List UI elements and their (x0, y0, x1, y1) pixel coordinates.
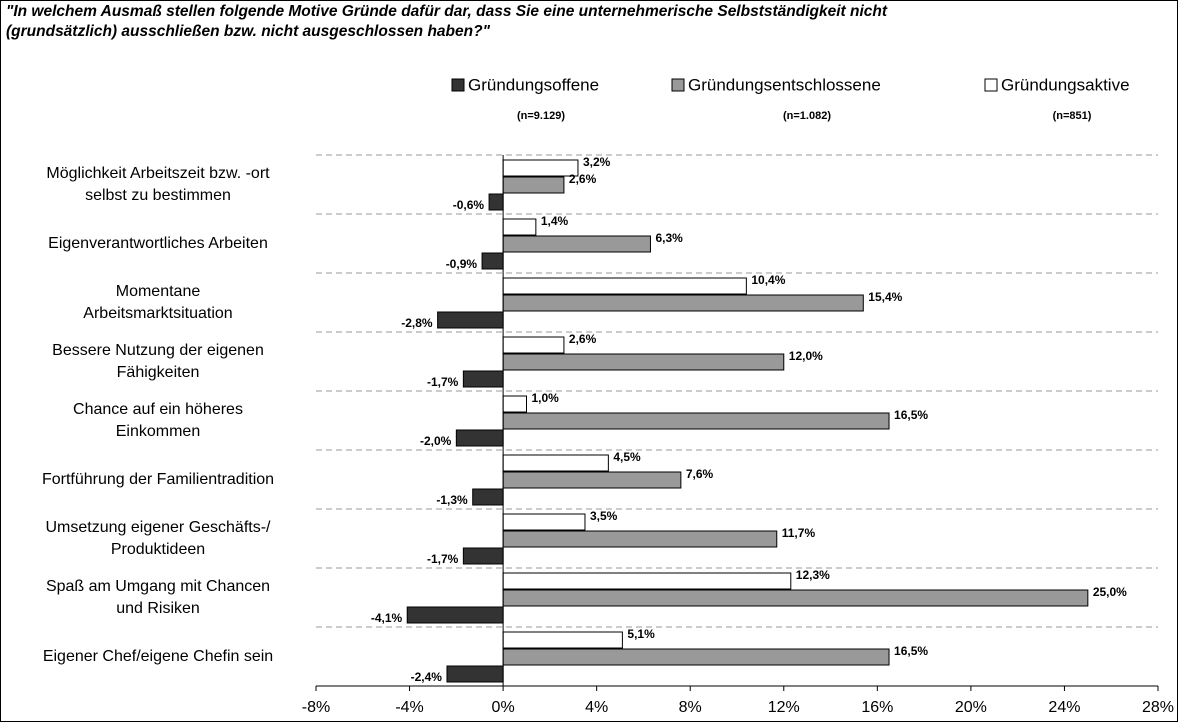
value-label: -0,9% (446, 257, 478, 271)
value-label: 7,6% (686, 467, 714, 481)
bar (455, 429, 504, 447)
x-tick-label: 24% (1048, 699, 1080, 716)
legend-swatch (984, 78, 998, 92)
value-label: 12,3% (796, 568, 830, 582)
bar (502, 235, 651, 253)
value-label: 4,5% (613, 450, 641, 464)
x-tick-label: 20% (955, 699, 987, 716)
value-label: -1,3% (436, 493, 468, 507)
bar (502, 218, 537, 236)
category-label: Eigenverantwortliches Arbeiten (48, 234, 268, 252)
value-label: 2,6% (569, 332, 597, 346)
value-label: 3,2% (583, 155, 611, 169)
bar (502, 648, 890, 666)
bar (502, 471, 682, 489)
bar (502, 336, 565, 354)
legend-swatch (451, 78, 465, 92)
legend-label: Gründungsentschlossene (688, 75, 881, 94)
value-label: 16,5% (894, 408, 928, 422)
value-label: 16,5% (894, 644, 928, 658)
x-tick-label: 8% (679, 699, 702, 716)
bar (488, 193, 504, 211)
category-label: Möglichkeit Arbeitszeit bzw. -ort selbst… (46, 164, 270, 204)
legend-swatch (671, 78, 685, 92)
category-label: Fortführung der Familientradition (41, 470, 275, 488)
value-label: 5,1% (627, 627, 655, 641)
value-label: -1,7% (427, 375, 459, 389)
value-label: -2,0% (420, 434, 452, 448)
bar (502, 395, 528, 413)
legend-note: (n=9.129) (517, 110, 565, 122)
value-label: 2,6% (569, 172, 597, 186)
x-tick-label: 0% (492, 699, 515, 716)
value-label: 11,7% (782, 526, 816, 540)
bar (502, 513, 586, 531)
bar (462, 370, 504, 388)
value-label: 3,5% (590, 509, 618, 523)
bar (462, 547, 504, 565)
legend-label: Gründungsaktive (1001, 75, 1130, 94)
value-label: 1,0% (532, 391, 560, 405)
bar (502, 530, 778, 548)
bar (502, 353, 785, 371)
bar (406, 606, 504, 624)
category-label: Momentane Arbeitsmarktsituation (83, 282, 233, 322)
value-label: -1,7% (427, 552, 459, 566)
bar (502, 159, 579, 177)
value-label: -0,6% (453, 198, 485, 212)
value-label: 10,4% (751, 273, 785, 287)
category-label: Umsetzung eigener Geschäfts-/ Produktide… (45, 518, 271, 558)
category-label: Chance auf ein höheres Einkommen (73, 400, 243, 440)
x-tick-label: -4% (395, 699, 423, 716)
bar (502, 631, 623, 649)
value-label: 6,3% (655, 231, 683, 245)
value-label: -2,8% (401, 316, 433, 330)
category-label: Eigener Chef/eigene Chefin sein (42, 647, 274, 665)
bar (437, 311, 504, 329)
legend-note: (n=851) (1053, 110, 1092, 122)
bar (502, 176, 565, 194)
value-label: 15,4% (868, 290, 902, 304)
value-label: -2,4% (411, 670, 443, 684)
legend-label: Gründungsoffene (468, 75, 599, 94)
category-label: Spaß am Umgang mit Chancen und Risiken (45, 577, 271, 617)
category-label: Bessere Nutzung der eigenen Fähigkeiten (52, 341, 264, 381)
value-label: 12,0% (789, 349, 823, 363)
bar (502, 412, 890, 430)
x-tick-label: 12% (768, 699, 800, 716)
x-tick-label: -8% (302, 699, 330, 716)
bar (502, 277, 747, 295)
bar (446, 665, 504, 683)
value-label: -4,1% (371, 611, 403, 625)
bar (472, 488, 504, 506)
value-label: 25,0% (1093, 585, 1127, 599)
x-tick-label: 4% (585, 699, 608, 716)
value-label: 1,4% (541, 214, 569, 228)
bar (502, 589, 1089, 607)
legend-note: (n=1.082) (783, 110, 831, 122)
x-tick-label: 28% (1142, 699, 1174, 716)
bar (502, 294, 864, 312)
bar (481, 252, 504, 270)
chart-title: "In welchem Ausmaß stellen folgende Moti… (6, 3, 888, 40)
x-tick-label: 16% (861, 699, 893, 716)
bar (502, 454, 609, 472)
bar (502, 572, 792, 590)
